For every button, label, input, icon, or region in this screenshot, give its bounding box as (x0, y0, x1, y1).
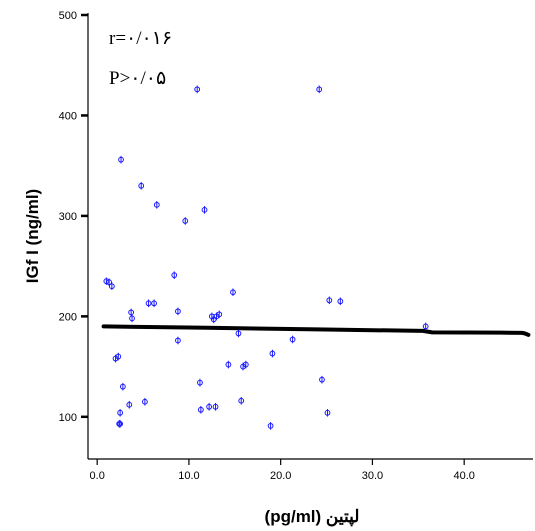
x-tick-label: 10.0 (178, 470, 199, 482)
data-point (194, 85, 201, 94)
data-point (216, 310, 223, 319)
data-point (119, 382, 126, 391)
x-tick-label: 0.0 (90, 470, 105, 482)
data-point (128, 308, 135, 317)
data-point (145, 299, 152, 308)
data-point (326, 296, 333, 305)
correlation-annotation: r=۰/۰۱۶ (109, 28, 172, 49)
data-point (171, 271, 178, 279)
data-point (269, 349, 276, 358)
y-tick-label: 400 (59, 110, 77, 122)
data-point (242, 360, 249, 369)
data-point (324, 408, 331, 417)
data-point (175, 307, 181, 316)
x-axis-title: لپتین (pg/ml) (265, 507, 360, 527)
data-point (422, 322, 429, 331)
data-point (197, 405, 204, 414)
x-axis-ticks: 0.0 10.0 20.0 30.0 40.0 (90, 459, 475, 482)
data-points (103, 85, 429, 430)
data-point (129, 314, 135, 323)
data-point (206, 402, 213, 411)
data-point (141, 397, 148, 406)
data-point (117, 420, 124, 428)
p-value-annotation: P>۰/۰۵ (109, 68, 166, 89)
data-point (319, 375, 325, 384)
y-axis-title: IGf I (ng/ml) (23, 189, 42, 283)
data-point (108, 282, 115, 291)
data-point (289, 335, 296, 344)
data-point (235, 329, 242, 338)
x-tick-label: 30.0 (362, 470, 383, 482)
data-point (238, 396, 245, 405)
y-tick-label: 500 (59, 10, 77, 22)
x-tick-label: 40.0 (453, 470, 474, 482)
y-tick-label: 200 (59, 311, 77, 323)
data-point (138, 181, 145, 190)
fit-line (101, 324, 531, 337)
data-point (151, 299, 157, 308)
data-point (115, 352, 122, 361)
data-point (337, 297, 344, 306)
data-point (212, 402, 219, 411)
data-point (197, 378, 203, 387)
data-point (175, 336, 181, 345)
regression-line (101, 324, 531, 337)
y-tick-label: 100 (59, 412, 77, 424)
data-point (267, 422, 274, 430)
data-point (106, 278, 113, 287)
plot-frame (87, 13, 533, 460)
data-point (126, 400, 133, 409)
data-point (153, 201, 160, 209)
y-axis-ticks: 100 200 300 400 500 (59, 10, 88, 424)
data-point (316, 85, 323, 94)
data-point (201, 206, 208, 214)
data-point (118, 155, 124, 164)
data-point (225, 360, 232, 369)
y-tick-label: 300 (59, 211, 77, 223)
data-point (117, 408, 124, 417)
x-tick-label: 20.0 (270, 470, 291, 482)
data-point (230, 288, 236, 297)
data-point (182, 217, 189, 225)
